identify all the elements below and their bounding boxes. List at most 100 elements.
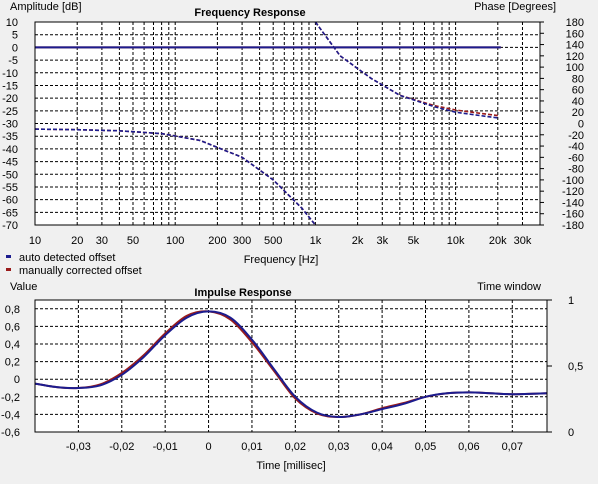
phase-tick-label: 80 (572, 73, 584, 85)
frequency-response-chart: 1050-5-10-15-20-25-30-35-40-45-50-55-60-… (2, 1, 584, 266)
amplitude-tick-labels: 1050-5-10-15-20-25-30-35-40-45-50-55-60-… (2, 17, 18, 232)
time-tick-label: 0,02 (285, 441, 306, 453)
time-tick-label: -0,01 (153, 441, 178, 453)
time-tick-label: -0,03 (66, 441, 91, 453)
legend-swatch-auto (6, 255, 11, 258)
time-tick-label: 0,07 (502, 441, 523, 453)
time-window-axis-label: Time window (477, 281, 541, 293)
time-tick-label: 0,03 (328, 441, 349, 453)
frequency-tick-label: 50 (127, 235, 139, 247)
amplitude-tick-label: -25 (2, 106, 18, 118)
amplitude-tick-label: -70 (2, 220, 18, 232)
impulse-response-chart: 0,80,60,40,20-0,2-0,4-0,6 10,50 -0,03 -0,… (1, 281, 583, 472)
value-tick-label: 0,4 (5, 339, 20, 351)
phase-tick-label: 40 (572, 96, 584, 108)
amplitude-tick-label: -5 (8, 55, 18, 67)
frequency-tick-label: 200 (208, 235, 226, 247)
frequency-tick-label: 10k (447, 235, 465, 247)
phase-tick-label: 120 (566, 51, 584, 63)
time-tick-labels: -0,03 -0,02 -0,01 0 0,01 0,02 0,03 0,04 0,05 0,06… (66, 441, 523, 453)
phase-tick-label: -60 (568, 152, 584, 164)
phase-tick-labels: 180160140120100806040200-20-40-60-80-100… (540, 17, 584, 232)
amplitude-tick-label: -10 (2, 68, 18, 80)
frequency-tick-label: 500 (264, 235, 282, 247)
impulse-line-auto (34, 310, 548, 419)
amplitude-tick-label: -45 (2, 157, 18, 169)
time-window-tick-label: 0 (568, 427, 574, 439)
amplitude-tick-label: 0 (12, 42, 18, 54)
value-tick-label: 0 (14, 374, 20, 386)
phase-axis-label: Phase [Degrees] (474, 1, 556, 13)
impulse-plot-area (35, 300, 547, 432)
phase-tick-label: -80 (568, 164, 584, 176)
phase-tick-label: -160 (562, 209, 584, 221)
phase-tick-label: 20 (572, 107, 584, 119)
amplitude-tick-label: -55 (2, 182, 18, 194)
frequency-tick-label: 2k (352, 235, 364, 247)
phase-tick-label: 160 (566, 28, 584, 40)
amplitude-tick-label: -40 (2, 144, 18, 156)
amplitude-axis-label: Amplitude [dB] (10, 1, 82, 13)
time-window-tick-label: 1 (568, 295, 574, 307)
time-tick-label: 0,06 (458, 441, 479, 453)
value-tick-labels: 0,8 0,6 0,4 0,2 0 -0,2 -0,4 -0,6 (1, 304, 20, 439)
time-tick-label: 0,05 (415, 441, 436, 453)
time-window-tick-labels: 10,50 (547, 295, 583, 439)
phase-tick-label: -100 (562, 175, 584, 187)
time-window-tick-label: 0,5 (568, 361, 583, 373)
value-tick-label: 0,8 (5, 304, 20, 316)
phase-tick-label: 100 (566, 62, 584, 74)
time-tick-label: -0,02 (109, 441, 134, 453)
amplitude-tick-label: -20 (2, 93, 18, 105)
amplitude-tick-label: -30 (2, 119, 18, 131)
value-tick-label: -0,4 (1, 409, 20, 421)
amplitude-tick-label: -35 (2, 131, 18, 143)
value-tick-label: -0,2 (1, 392, 20, 404)
frequency-tick-label: 100 (166, 235, 184, 247)
value-tick-label: -0,6 (1, 427, 20, 439)
frequency-tick-label: 30k (514, 235, 532, 247)
frequency-tick-label: 5k (408, 235, 420, 247)
frequency-tick-label: 300 (233, 235, 251, 247)
frequency-tick-label: 1k (310, 235, 322, 247)
frequency-tick-label: 20 (71, 235, 83, 247)
time-tick-label: 0,04 (371, 441, 392, 453)
frequency-tick-label: 10 (29, 235, 41, 247)
frequency-chart-title: Frequency Response (194, 7, 305, 19)
amplitude-tick-label: -65 (2, 207, 18, 219)
amplitude-tick-label: -15 (2, 80, 18, 92)
phase-tick-label: -180 (562, 220, 584, 232)
impulse-series-group (34, 310, 548, 419)
time-axis-label: Time [millisec] (256, 460, 325, 472)
phase-tick-label: -140 (562, 197, 584, 209)
legend-label-auto: auto detected offset (19, 252, 115, 264)
amplitude-tick-label: -60 (2, 195, 18, 207)
phase-tick-label: -40 (568, 141, 584, 153)
value-tick-label: 0,2 (5, 357, 20, 369)
phase-tick-label: 180 (566, 17, 584, 29)
phase-tick-label: 60 (572, 85, 584, 97)
frequency-tick-labels: 10 20 30 50 100 200 300 500 1k 2k 3k 5k 10k 20k 30k (29, 235, 532, 247)
phase-tick-label: -20 (568, 130, 584, 142)
legend-swatch-manual (6, 268, 11, 271)
frequency-tick-label: 30 (96, 235, 108, 247)
time-tick-label: 0,01 (241, 441, 262, 453)
phase-tick-label: 140 (566, 40, 584, 52)
phase-tick-label: -120 (562, 186, 584, 198)
frequency-tick-label: 20k (489, 235, 507, 247)
amplitude-tick-label: 10 (6, 17, 18, 29)
legend-label-manual: manually corrected offset (19, 265, 142, 277)
amplitude-tick-label: 5 (12, 30, 18, 42)
phase-tick-label: 0 (578, 119, 584, 131)
phase-line-auto (34, 21, 498, 226)
amplitude-tick-label: -50 (2, 169, 18, 181)
frequency-axis-label: Frequency [Hz] (244, 254, 319, 266)
value-axis-label: Value (10, 281, 37, 293)
frequency-tick-label: 3k (376, 235, 388, 247)
frequency-series-group (34, 21, 501, 226)
impulse-chart-title: Impulse Response (194, 287, 291, 299)
value-tick-label: 0,6 (5, 321, 20, 333)
time-tick-label: 0 (205, 441, 211, 453)
legend: auto detected offset manually corrected … (6, 252, 142, 277)
